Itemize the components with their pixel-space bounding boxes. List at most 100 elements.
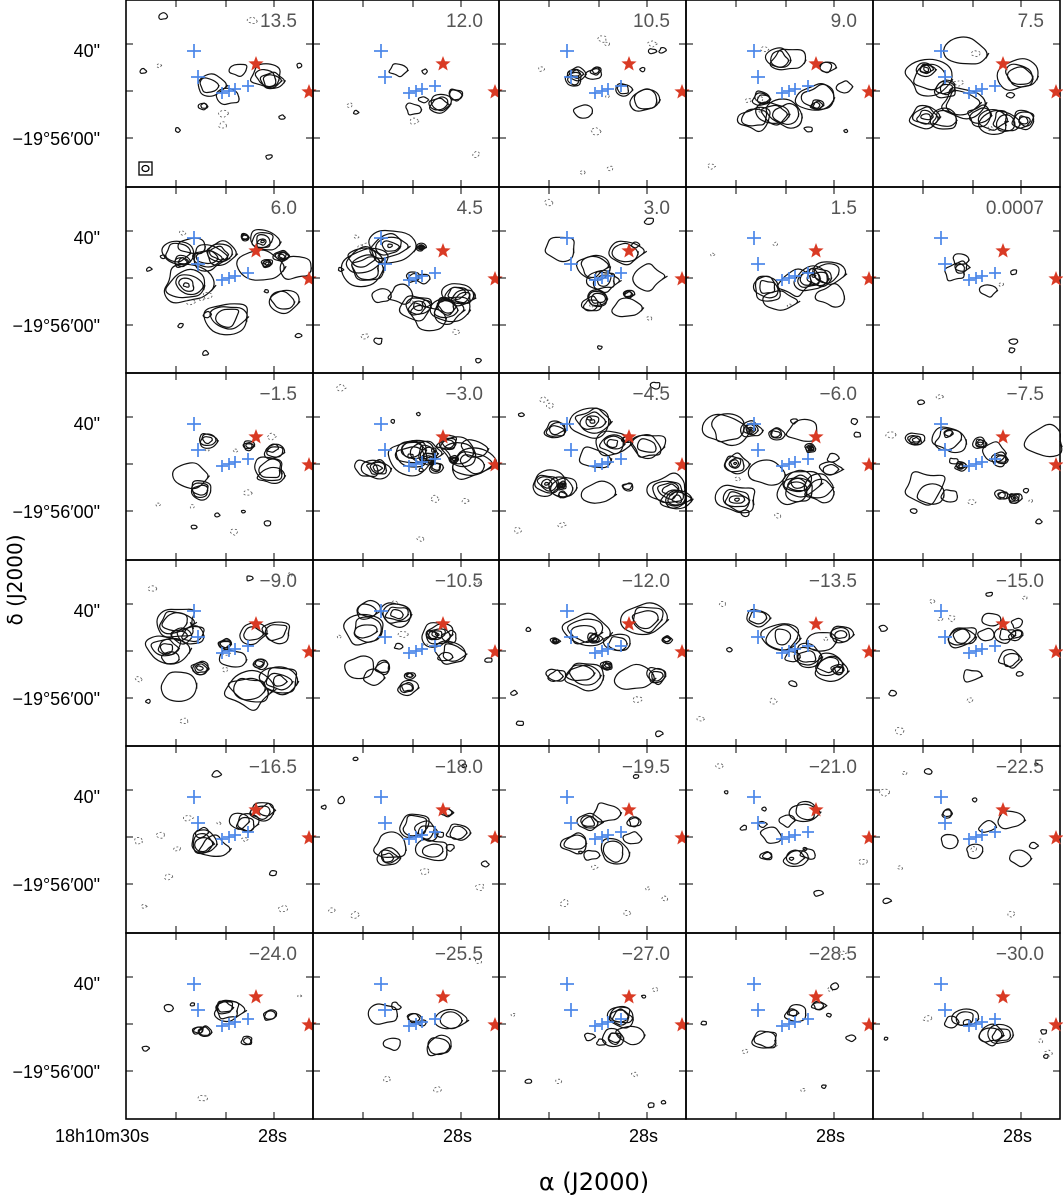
noise-contour	[853, 431, 862, 438]
emission-contour	[198, 834, 233, 857]
emission-contour	[646, 472, 687, 507]
noise-contour	[218, 121, 227, 129]
star-marker	[487, 1017, 503, 1032]
emission-contour	[580, 815, 599, 829]
emission-contour	[272, 674, 289, 687]
noise-contour	[734, 476, 741, 482]
emission-contour	[250, 228, 282, 251]
emission-contour	[197, 1025, 213, 1038]
emission-contour	[445, 823, 472, 841]
emission-contour	[724, 491, 751, 508]
noise-contour	[475, 357, 482, 364]
noise-contour	[141, 1045, 151, 1052]
star-marker	[674, 1017, 690, 1032]
channel-panel: 7.5	[872, 0, 1063, 188]
channel-panel: 10.5	[498, 0, 690, 188]
panel-grid: 13.5 12.0 10.5 9.0 7.5 6.0 4.5 3.0 1.5 0.0007 −1.5…	[125, 0, 1063, 1120]
emission-contour	[787, 474, 812, 492]
star-marker	[995, 429, 1011, 444]
emission-contour	[805, 632, 838, 652]
panel-frame	[872, 932, 1061, 1120]
emission-contour	[351, 256, 380, 281]
emission-contour	[963, 669, 984, 683]
emission-contour	[945, 89, 983, 116]
emission-contour	[429, 97, 451, 114]
channel-panel: −3.0	[312, 372, 503, 561]
emission-contour	[409, 440, 445, 463]
emission-contour	[558, 491, 568, 499]
noise-contour	[883, 1036, 889, 1041]
emission-contour	[778, 814, 796, 828]
y-tick-label: 40"	[74, 41, 100, 61]
emission-contour	[805, 444, 815, 452]
emission-contour	[195, 250, 220, 265]
emission-contour	[552, 639, 558, 643]
emission-contour	[975, 439, 985, 448]
emission-contour	[990, 451, 1008, 468]
emission-contour	[765, 624, 802, 651]
emission-contour	[414, 838, 448, 862]
noise-contour	[163, 1003, 175, 1013]
noise-contour	[139, 67, 148, 74]
emission-contour	[426, 1034, 452, 1057]
channel-panel: 12.0	[312, 0, 503, 188]
star-marker	[487, 84, 503, 99]
noise-contour	[524, 1078, 533, 1084]
noise-contour	[232, 448, 239, 453]
velocity-label: −24.0	[249, 944, 297, 965]
emission-contour	[433, 298, 466, 325]
noise-contour	[1043, 1049, 1053, 1057]
emission-contour	[427, 1037, 452, 1056]
emission-contour	[920, 113, 932, 121]
noise-contour	[631, 1071, 638, 1078]
emission-contour	[256, 233, 271, 249]
velocity-label: −30.0	[996, 944, 1044, 965]
noise-contour	[246, 16, 258, 24]
emission-contour	[388, 63, 409, 78]
emission-contour	[808, 446, 813, 451]
channel-panel: −21.0	[685, 745, 877, 934]
noise-contour	[202, 310, 213, 319]
emission-contour	[237, 816, 255, 832]
emission-contour	[202, 436, 213, 445]
emission-contour	[568, 664, 603, 686]
noise-contour	[953, 80, 964, 87]
emission-contour	[1008, 494, 1019, 502]
noise-contour	[696, 716, 706, 722]
emission-contour	[908, 435, 922, 445]
noise-contour	[761, 806, 767, 812]
emission-contour	[934, 428, 963, 451]
noise-contour	[517, 412, 526, 418]
star-marker	[674, 457, 690, 472]
emission-contour	[572, 104, 594, 119]
noise-contour	[1010, 269, 1018, 276]
noise-contour	[948, 615, 956, 623]
emission-contour	[580, 480, 618, 504]
noise-contour	[346, 102, 353, 108]
emission-contour	[916, 483, 945, 505]
channel-panel: −25.5	[312, 932, 503, 1120]
emission-contour	[633, 88, 662, 110]
star-marker	[301, 271, 317, 286]
emission-contour	[260, 239, 265, 244]
emission-contour	[583, 1032, 597, 1042]
noise-contour	[591, 864, 599, 870]
star-marker	[995, 56, 1011, 71]
emission-contour	[739, 420, 765, 438]
noise-contour	[336, 634, 342, 639]
noise-contour	[605, 93, 610, 99]
emission-contour	[997, 648, 1024, 669]
emission-contour	[790, 477, 807, 489]
noise-contour	[645, 886, 651, 891]
emission-contour	[978, 109, 1008, 135]
channel-panel: 1.5	[685, 186, 877, 374]
noise-contour	[545, 402, 554, 409]
emission-contour	[622, 482, 633, 490]
emission-contour	[264, 261, 270, 266]
noise-contour	[935, 394, 945, 400]
emission-contour	[340, 247, 389, 288]
emission-contour	[171, 630, 189, 642]
noise-contour	[185, 299, 196, 306]
emission-contour	[407, 300, 427, 316]
emission-contour	[434, 632, 440, 637]
